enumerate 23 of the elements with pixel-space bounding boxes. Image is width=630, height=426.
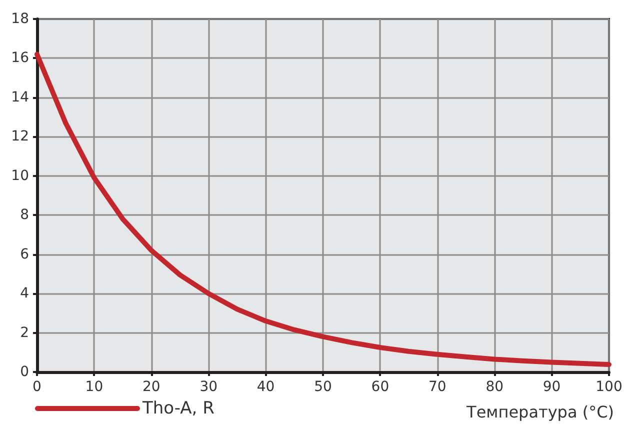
x-tick-label: 60 (371, 379, 390, 395)
y-tick-label: 18 (11, 11, 29, 27)
y-tick-label: 0 (20, 364, 29, 380)
y-tick-label: 2 (20, 324, 29, 341)
y-tick-label: 6 (20, 246, 30, 262)
y-tick-label: 16 (11, 50, 30, 66)
x-tick-label: 90 (542, 379, 561, 395)
x-axis-title: Температура (°C) (466, 402, 614, 422)
y-tick-label: 10 (11, 168, 29, 184)
y-tick-label: 4 (20, 286, 30, 302)
x-tick-label: 80 (486, 379, 504, 395)
x-tick-label: 50 (314, 379, 332, 395)
y-tick-label: 12 (11, 128, 29, 145)
x-tick-label: 70 (428, 379, 446, 395)
x-tick-label: 40 (256, 379, 275, 395)
x-tick-label: 0 (32, 379, 42, 395)
text: Tho-A, R (142, 398, 215, 418)
y-tick-label: 8 (20, 207, 29, 224)
y-tick-label: 14 (11, 89, 30, 106)
x-tick-label: 100 (596, 379, 622, 395)
x-tick-label: 10 (85, 379, 104, 395)
x-tick-label: 20 (142, 379, 160, 395)
x-tick-label: 30 (200, 379, 218, 395)
